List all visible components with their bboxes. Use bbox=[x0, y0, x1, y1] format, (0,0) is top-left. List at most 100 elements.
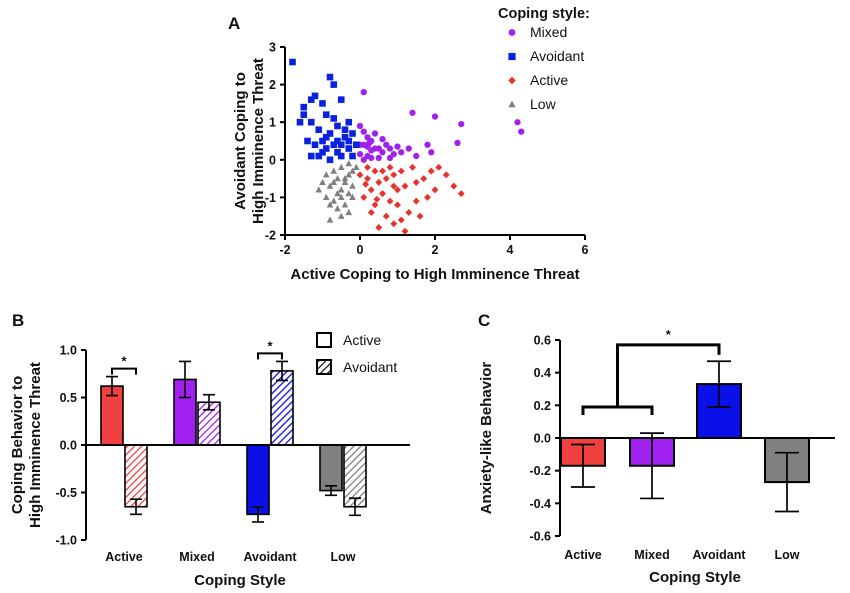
point-low bbox=[334, 190, 341, 197]
point-avoidant bbox=[319, 148, 326, 156]
point-active bbox=[431, 186, 439, 194]
panel-a-y-tick-label: 3 bbox=[269, 41, 276, 55]
point-avoidant bbox=[300, 103, 308, 111]
point-active bbox=[386, 197, 394, 205]
point-low bbox=[337, 186, 345, 193]
point-low bbox=[337, 212, 345, 219]
point-low bbox=[337, 193, 345, 201]
point-avoidant bbox=[289, 58, 296, 66]
panel-b-y-tick-label: 0.0 bbox=[60, 439, 77, 453]
point-low bbox=[349, 182, 356, 189]
point-active bbox=[386, 163, 394, 171]
point-active bbox=[427, 167, 435, 175]
panel-a-x-tick-label: 0 bbox=[357, 243, 364, 257]
point-active bbox=[371, 167, 379, 175]
point-active bbox=[457, 190, 465, 198]
legend-marker-active bbox=[508, 76, 516, 85]
point-active bbox=[442, 171, 450, 179]
panel-a-y-tick-label: -2 bbox=[265, 229, 276, 243]
point-avoidant bbox=[337, 96, 345, 103]
point-active bbox=[401, 182, 409, 190]
bar-avoidant-avoidant bbox=[270, 370, 294, 446]
panel-b-y-axis-title-line1: Coping Behavior to bbox=[9, 376, 26, 514]
panel-c-y-tick-label: -0.6 bbox=[529, 530, 551, 544]
panel-c-x-labels: Active Mixed Avoidant Low bbox=[564, 548, 800, 562]
point-active bbox=[375, 178, 383, 186]
point-mixed bbox=[394, 143, 401, 150]
panel-b-significance: ** bbox=[111, 338, 283, 375]
point-mixed bbox=[454, 139, 461, 147]
point-avoidant bbox=[326, 130, 334, 137]
point-active bbox=[367, 186, 375, 194]
panel-a-y-ticks: -2 -1 0 1 2 3 bbox=[265, 41, 285, 243]
point-active bbox=[364, 163, 371, 171]
panel-b-letter: B bbox=[12, 311, 24, 330]
point-mixed bbox=[360, 156, 367, 163]
point-avoidant bbox=[330, 81, 338, 88]
point-avoidant bbox=[352, 141, 360, 149]
point-low bbox=[322, 171, 330, 178]
panel-a-letter: A bbox=[228, 14, 240, 33]
point-active bbox=[362, 180, 370, 188]
point-active bbox=[367, 208, 375, 216]
panel-b-y-ticks: -1.0 -0.5 0.0 0.5 1.0 bbox=[55, 344, 86, 548]
panel-a-y-tick-label: 0 bbox=[269, 153, 276, 167]
panel-b-x-labels: Active Mixed Avoidant Low bbox=[105, 550, 356, 564]
panel-a-y-tick-label: 2 bbox=[269, 78, 276, 92]
point-active bbox=[405, 208, 413, 216]
point-avoidant bbox=[326, 156, 334, 164]
panel-c-significance: * bbox=[581, 327, 721, 415]
bar-low-active bbox=[319, 444, 343, 492]
point-avoidant bbox=[311, 92, 319, 100]
point-avoidant bbox=[296, 118, 304, 126]
panel-a-y-axis-title-line1: Avoidant Coping to bbox=[232, 72, 249, 210]
point-mixed bbox=[398, 149, 405, 156]
legend-swatch-avoidant bbox=[316, 359, 332, 375]
legend-label-active: Active bbox=[343, 332, 381, 348]
point-low bbox=[349, 167, 356, 174]
significance-star: * bbox=[666, 327, 672, 342]
point-mixed bbox=[413, 152, 420, 160]
point-low bbox=[345, 171, 353, 178]
point-active bbox=[450, 182, 458, 190]
point-mixed bbox=[379, 149, 386, 156]
point-active bbox=[382, 212, 390, 220]
point-mixed bbox=[514, 119, 521, 126]
point-low bbox=[345, 190, 353, 197]
legend-marker-low bbox=[508, 100, 516, 108]
panel-a-x-tick-label: 2 bbox=[432, 243, 439, 257]
error-bar-active-active bbox=[106, 375, 118, 397]
panel-b-y-tick-label: 1.0 bbox=[60, 344, 77, 358]
panel-a-x-tick-label: -2 bbox=[279, 243, 290, 257]
point-low bbox=[345, 208, 353, 216]
point-mixed bbox=[356, 122, 364, 130]
point-mixed bbox=[368, 147, 375, 154]
point-low bbox=[330, 178, 338, 185]
panel-c-y-tick-label: 0.0 bbox=[534, 432, 551, 446]
point-active bbox=[435, 163, 443, 171]
point-active bbox=[412, 197, 420, 205]
panel-a-legend-title: Coping style: bbox=[498, 6, 590, 22]
point-avoidant bbox=[315, 126, 323, 134]
point-low bbox=[330, 167, 338, 174]
point-avoidant bbox=[334, 122, 341, 130]
point-mixed bbox=[409, 109, 416, 116]
legend-label-avoidant: Avoidant bbox=[343, 359, 397, 375]
error-bar-avoidant-avoidant bbox=[276, 360, 288, 382]
point-low bbox=[334, 174, 341, 182]
panel-a-x-tick-label: 6 bbox=[582, 243, 589, 257]
legend-label-low: Low bbox=[530, 96, 557, 112]
point-avoidant bbox=[341, 126, 349, 134]
point-mixed bbox=[379, 135, 386, 143]
point-mixed bbox=[386, 145, 394, 152]
legend-label-active: Active bbox=[530, 72, 568, 88]
point-active bbox=[379, 190, 386, 198]
point-avoidant bbox=[322, 111, 330, 118]
point-avoidant bbox=[330, 141, 338, 149]
point-avoidant bbox=[300, 111, 308, 118]
panel-b-bars bbox=[100, 360, 367, 523]
point-low bbox=[341, 178, 349, 185]
panel-a-scatter-points bbox=[289, 58, 525, 235]
error-bar-low-avoidant bbox=[349, 497, 361, 517]
panel-b-x-label-low: Low bbox=[331, 550, 356, 564]
